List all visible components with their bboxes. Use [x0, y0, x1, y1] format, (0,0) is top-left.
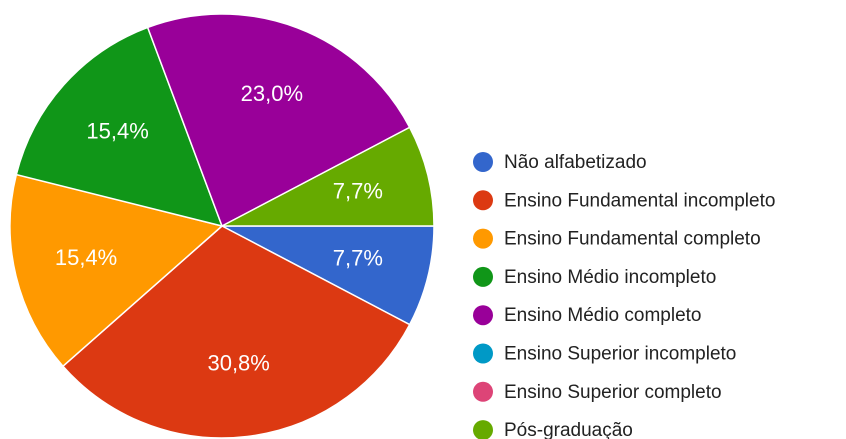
- legend-swatch: [473, 266, 493, 287]
- legend-swatch: [473, 305, 493, 326]
- legend-label: Não alfabetizado: [504, 152, 647, 173]
- pie-slice: [15, 26, 224, 228]
- legend-label: Pós-graduação: [504, 420, 633, 439]
- legend-label: Ensino Fundamental incompleto: [504, 190, 775, 211]
- legend-label: Ensino Fundamental completo: [504, 229, 761, 250]
- slice-label: 15,4%: [86, 119, 148, 144]
- legend-label: Ensino Superior incompleto: [504, 344, 736, 365]
- pie-slice: [146, 13, 411, 228]
- pie-slice: [221, 126, 435, 227]
- slice-label: 23,0%: [241, 81, 303, 106]
- pie-slice: [221, 225, 435, 326]
- slice-label: 30,8%: [207, 351, 269, 376]
- slice-label: 7,7%: [333, 178, 383, 203]
- legend-swatch: [473, 381, 493, 402]
- slice-label: 7,7%: [333, 245, 383, 270]
- pie-slice: [9, 173, 224, 368]
- legend-swatch: [473, 152, 493, 172]
- legend-swatch: [473, 228, 493, 249]
- legend-label: Ensino Médio incompleto: [504, 267, 716, 288]
- slice-label: 15,4%: [55, 245, 117, 270]
- legend-swatch: [473, 420, 493, 439]
- legend-swatch: [473, 190, 493, 211]
- pie-slice: [61, 225, 411, 439]
- legend-swatch: [473, 343, 493, 364]
- legend-label: Ensino Médio completo: [504, 305, 702, 326]
- legend-label: Ensino Superior completo: [504, 382, 722, 403]
